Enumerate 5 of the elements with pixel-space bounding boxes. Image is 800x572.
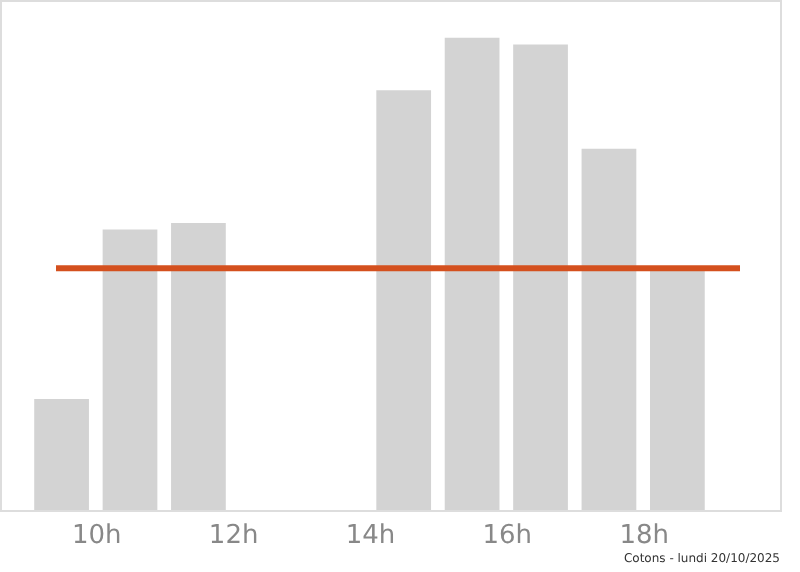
x-tick-label: 10h — [72, 521, 122, 551]
x-tick-label: 16h — [482, 521, 533, 551]
x-tick-label: 18h — [619, 521, 669, 551]
x-tick-label: 12h — [208, 521, 259, 551]
x-tick-label: 14h — [345, 521, 396, 551]
